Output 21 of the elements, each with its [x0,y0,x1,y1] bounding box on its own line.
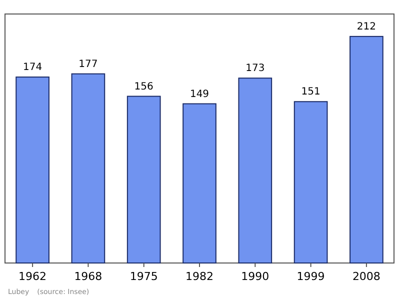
x-tick-label: 2008 [352,270,380,283]
data-label: 173 [246,63,265,74]
x-tick-label: 1999 [296,270,325,283]
data-label: 151 [301,86,320,98]
x-tick-label: 1975 [130,270,158,283]
x-tick-label: 1990 [241,270,270,283]
bar [16,76,50,264]
data-label: 149 [190,88,210,100]
x-tick-label: 1982 [186,270,214,283]
bar [350,36,384,264]
bar [71,73,106,264]
data-label: 177 [78,58,98,70]
x-tick-label: 1962 [18,270,47,283]
data-label: 156 [134,81,154,92]
data-label: 212 [356,21,376,32]
bar [294,101,328,264]
bar [182,103,216,264]
data-label: 174 [23,62,42,74]
bar [238,78,272,264]
x-tick-label: 1968 [74,270,102,283]
bar [126,96,161,264]
